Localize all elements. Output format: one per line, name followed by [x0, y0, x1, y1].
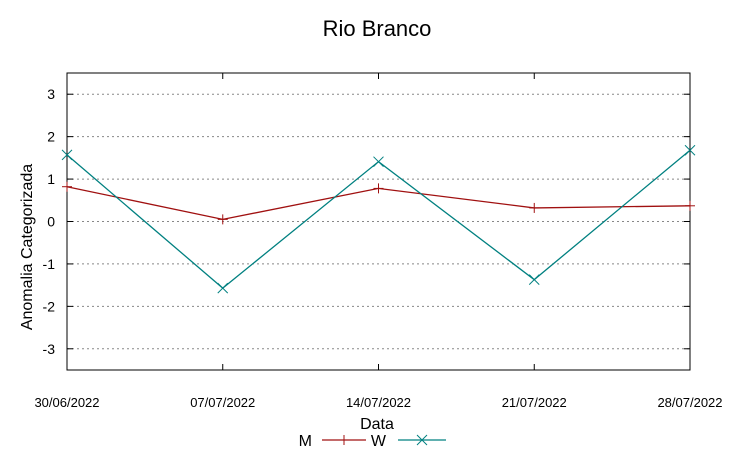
data-point-m: [217, 214, 228, 225]
x-tick-label: 30/06/2022: [34, 395, 99, 410]
x-tick-label: 21/07/2022: [502, 395, 567, 410]
data-point-m: [373, 183, 384, 194]
x-tick-label: 07/07/2022: [190, 395, 255, 410]
data-point-w: [217, 282, 229, 294]
y-tick-label: 0: [47, 214, 55, 230]
series-line-w: [66, 149, 691, 289]
legend-label-m: M: [299, 433, 312, 450]
legend-label-w: W: [371, 433, 387, 450]
data-point-w: [528, 274, 540, 285]
legend-marker-m: [339, 435, 349, 445]
x-tick-label: 28/07/2022: [657, 395, 722, 410]
x-axis-ticks: 30/06/2022 07/07/2022 14/07/2022 21/07/2022…: [34, 73, 723, 410]
x-axis-label: Data: [360, 416, 394, 433]
y-axis-ticks: 3 2 1 0 -1 -2 -3: [43, 86, 690, 357]
y-tick-label: -3: [43, 341, 56, 357]
data-point-m: [685, 200, 695, 211]
data-point-w: [373, 156, 384, 168]
data-point-m: [529, 202, 540, 213]
series-layer: [61, 144, 696, 294]
y-tick-label: -1: [43, 256, 56, 272]
legend-marker-w: [416, 434, 428, 446]
y-axis-label: Anomalia Categorizada: [19, 164, 36, 330]
data-point-w: [684, 144, 696, 156]
y-tick-label: 3: [47, 86, 55, 102]
data-point-m: [62, 181, 72, 192]
y-tick-label: 1: [47, 171, 55, 187]
y-tick-label: -2: [43, 298, 56, 314]
grid: [67, 93, 690, 350]
chart-title: Rio Branco: [323, 16, 432, 41]
x-tick-label: 14/07/2022: [346, 395, 411, 410]
y-tick-label: 2: [47, 129, 55, 145]
data-point-w: [61, 149, 73, 161]
